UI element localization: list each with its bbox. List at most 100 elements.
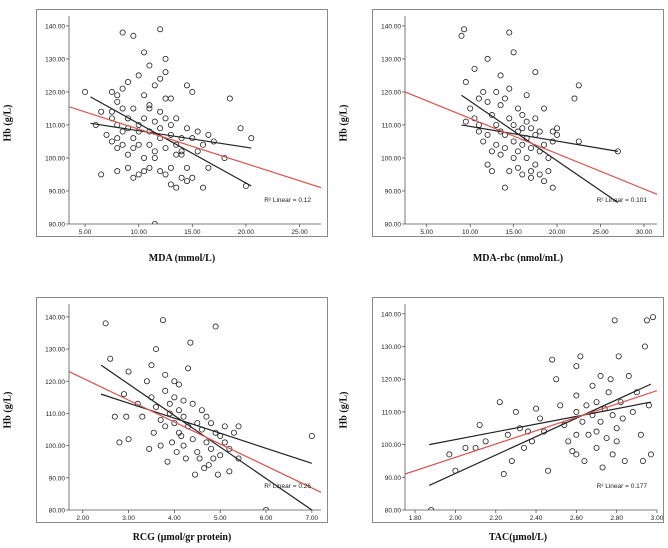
- data-point: [124, 151, 131, 158]
- data-point: [153, 404, 160, 411]
- x-tick-label: 2.80: [610, 515, 623, 522]
- plot-marks: [69, 26, 321, 224]
- data-point: [625, 372, 632, 379]
- data-point: [205, 131, 212, 138]
- data-point: [508, 457, 515, 464]
- data-point: [120, 391, 127, 398]
- data-point: [581, 457, 588, 464]
- data-point: [130, 145, 137, 152]
- data-point: [501, 184, 508, 191]
- data-point: [135, 72, 142, 79]
- y-tick-label: 90.00: [385, 188, 402, 195]
- y-tick-label: 90.00: [385, 475, 402, 482]
- data-point: [573, 431, 580, 438]
- data-point: [119, 105, 126, 112]
- data-point: [462, 79, 469, 86]
- data-point: [114, 92, 121, 99]
- data-point: [471, 65, 478, 72]
- x-tick-label: 30.00: [636, 229, 653, 236]
- x-tick-label: 10.00: [131, 229, 148, 236]
- data-point: [527, 168, 534, 175]
- data-point: [615, 353, 622, 360]
- data-point: [141, 154, 148, 161]
- data-point: [151, 221, 158, 224]
- data-point: [523, 154, 530, 161]
- x-tick-label: 10.00: [462, 229, 479, 236]
- data-point: [143, 378, 150, 385]
- data-point: [107, 355, 114, 362]
- data-point: [497, 151, 504, 158]
- data-point: [162, 95, 169, 102]
- data-point: [593, 428, 600, 435]
- x-tick-label: 3.00: [122, 515, 135, 522]
- data-point: [512, 408, 519, 415]
- data-point: [446, 451, 453, 458]
- data-point: [141, 92, 148, 99]
- data-point: [203, 413, 210, 420]
- data-point: [506, 115, 513, 122]
- data-point: [185, 365, 192, 372]
- data-point: [162, 69, 169, 76]
- data-point: [496, 399, 503, 406]
- data-point: [178, 174, 185, 181]
- data-point: [506, 85, 513, 92]
- data-point: [480, 138, 487, 145]
- data-point: [597, 418, 604, 425]
- data-point: [214, 471, 221, 478]
- data-point: [124, 164, 131, 171]
- data-point: [506, 168, 513, 175]
- data-point: [183, 178, 190, 185]
- x-tick-label: 2.00: [76, 515, 89, 522]
- y-axis-label: Hb (g/L): [338, 104, 350, 142]
- scatter-chart-mda-rbc: 80.00 90.00 100.00 110.00 120.00 130.00 140.00…: [381, 16, 657, 236]
- data-point: [497, 72, 504, 79]
- y-tick-label: 100.00: [381, 442, 401, 449]
- data-point: [475, 128, 482, 135]
- y-tick-label: 140.00: [381, 23, 401, 30]
- x-tick-label: 25.00: [592, 229, 609, 236]
- data-point: [519, 125, 526, 132]
- data-point: [541, 178, 548, 185]
- data-point: [167, 164, 174, 171]
- data-point: [514, 148, 521, 155]
- data-point: [194, 148, 201, 155]
- regression-fit-line: [405, 390, 657, 475]
- data-point: [130, 32, 137, 39]
- data-point: [124, 115, 131, 122]
- data-point: [201, 465, 208, 472]
- data-point: [458, 32, 465, 39]
- x-tick-label: 6.00: [260, 515, 273, 522]
- data-point: [180, 397, 187, 404]
- confidence-interval-line: [90, 122, 252, 149]
- y-axis-label: Hb (g/L): [2, 391, 14, 429]
- data-point: [462, 118, 469, 125]
- data-point: [162, 55, 169, 62]
- data-point: [173, 151, 180, 158]
- data-point: [523, 118, 530, 125]
- data-point: [159, 317, 166, 324]
- data-point: [116, 439, 123, 446]
- data-point: [141, 168, 148, 175]
- r-squared-annotation: R² Linear = 0.101: [597, 197, 648, 204]
- data-point: [141, 49, 148, 56]
- data-point: [593, 399, 600, 406]
- data-point: [493, 141, 500, 148]
- data-point: [510, 49, 517, 56]
- data-point: [475, 95, 482, 102]
- data-point: [510, 154, 517, 161]
- y-tick-label: 120.00: [45, 379, 65, 386]
- data-point: [226, 95, 233, 102]
- data-point: [200, 184, 207, 191]
- y-tick-label: 120.00: [381, 377, 401, 384]
- data-point: [605, 389, 612, 396]
- data-point: [493, 88, 500, 95]
- y-tick-label: 100.00: [45, 155, 65, 162]
- data-point: [573, 451, 580, 458]
- data-point: [182, 455, 189, 462]
- y-tick-label: 100.00: [381, 155, 401, 162]
- data-point: [119, 128, 126, 135]
- confidence-interval-line: [428, 383, 652, 487]
- data-point: [162, 145, 169, 152]
- data-point: [603, 435, 610, 442]
- data-point: [519, 141, 526, 148]
